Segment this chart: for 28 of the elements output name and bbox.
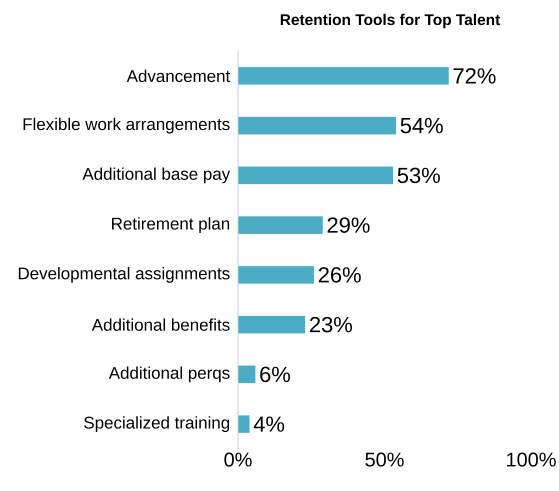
bar <box>238 116 396 135</box>
bar <box>238 365 256 384</box>
y-tick-label: Developmental assignments <box>18 266 230 283</box>
chart-title: Retention Tools for Top Talent <box>280 14 500 28</box>
data-label: 54% <box>400 118 443 134</box>
y-tick-label: Additional base pay <box>82 167 230 184</box>
x-tick-label: 50% <box>365 452 404 467</box>
data-label: 26% <box>318 267 361 283</box>
data-label: 23% <box>310 316 352 332</box>
bar <box>238 414 250 434</box>
x-tick-label: 100% <box>507 452 556 467</box>
bar <box>238 315 306 334</box>
data-label: 6% <box>260 366 290 382</box>
y-tick-label: Specialized training <box>84 416 230 432</box>
data-label: 72% <box>454 68 496 84</box>
bar <box>238 66 450 86</box>
bar <box>238 266 314 284</box>
y-tick-label: Retirement plan <box>112 217 230 234</box>
y-tick-label: Additional perqs <box>108 366 230 382</box>
x-tick-label: 0% <box>224 452 252 467</box>
bar <box>238 166 394 185</box>
y-tick-label: Flexible work arrangements <box>24 118 230 134</box>
y-tick-label: Additional benefits <box>92 318 230 331</box>
y-tick-label: Advancement <box>126 70 230 82</box>
data-label: 53% <box>398 168 440 184</box>
bar <box>238 216 324 234</box>
data-label: 29% <box>328 217 370 233</box>
data-label: 4% <box>254 416 284 432</box>
